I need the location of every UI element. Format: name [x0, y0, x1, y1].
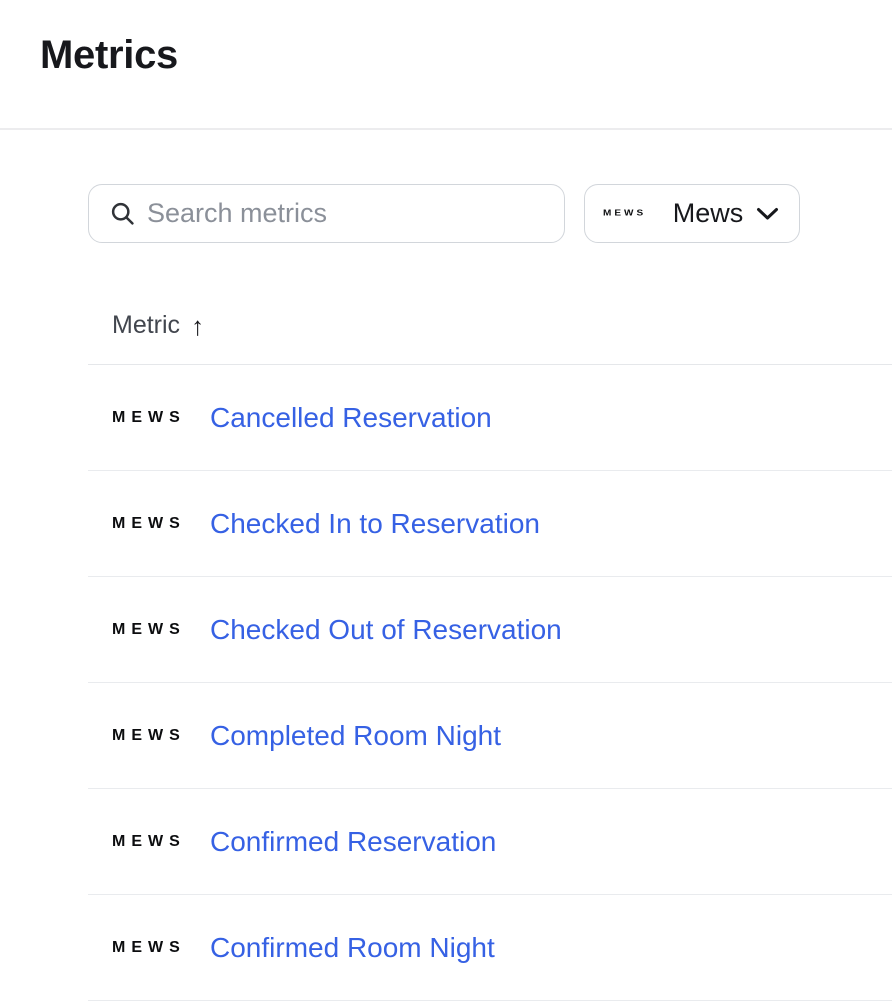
table-row: MEWS Checked In to Reservation — [88, 471, 892, 577]
mews-logo-icon: MEWS — [112, 408, 186, 426]
source-filter-label: Mews — [672, 198, 744, 228]
mews-logo-icon: MEWS — [112, 620, 186, 638]
metrics-table: Metric ↑ MEWS Cancelled Reservation MEWS… — [88, 243, 892, 1001]
table-row: MEWS Checked Out of Reservation — [88, 577, 892, 683]
table-row: MEWS Confirmed Reservation — [88, 789, 892, 895]
search-input[interactable] — [147, 198, 546, 229]
mews-logo-icon: MEWS — [112, 832, 186, 850]
mews-logo-icon: MEWS — [603, 208, 647, 219]
metric-link[interactable]: Completed Room Night — [210, 719, 502, 751]
metric-link[interactable]: Checked Out of Reservation — [210, 613, 562, 645]
metric-link[interactable]: Checked In to Reservation — [210, 507, 540, 539]
mews-logo-icon: MEWS — [112, 938, 186, 956]
sort-ascending-icon: ↑ — [191, 310, 205, 341]
search-icon — [111, 202, 134, 225]
table-row: MEWS Confirmed Room Night — [88, 895, 892, 1001]
search-box[interactable] — [88, 184, 565, 243]
source-filter-dropdown[interactable]: MEWS Mews — [584, 184, 800, 243]
controls-bar: MEWS Mews — [88, 184, 892, 243]
header-divider — [0, 128, 892, 130]
metric-link[interactable]: Cancelled Reservation — [210, 401, 492, 433]
mews-logo-icon: MEWS — [112, 726, 186, 744]
page-header: Metrics — [0, 0, 892, 80]
table-header-label: Metric — [112, 311, 181, 339]
table-header-metric[interactable]: Metric ↑ — [88, 243, 892, 365]
mews-logo-icon: MEWS — [112, 514, 186, 532]
page-title: Metrics — [40, 33, 178, 77]
table-row: MEWS Cancelled Reservation — [88, 365, 892, 471]
chevron-down-icon — [757, 207, 778, 219]
metric-link[interactable]: Confirmed Room Night — [210, 931, 495, 963]
metric-link[interactable]: Confirmed Reservation — [210, 825, 497, 857]
table-row: MEWS Completed Room Night — [88, 683, 892, 789]
